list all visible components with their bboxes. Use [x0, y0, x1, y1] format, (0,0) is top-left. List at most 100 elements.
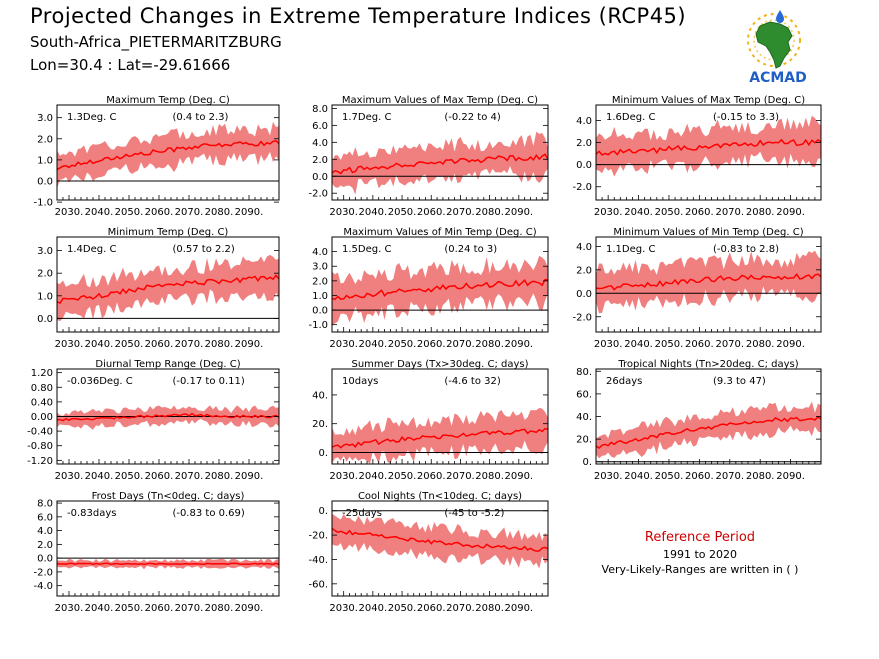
mean-line	[596, 272, 821, 291]
plot-frame	[56, 104, 280, 201]
chart-panel-su: 2030. 2040. 2050. 2060. 2070. 2080. 2090. 0. 20.…	[312, 359, 549, 482]
uncertainty-band	[596, 250, 821, 314]
x-tick-label: 2040.	[359, 339, 388, 350]
x-tick-label: 2080.	[746, 339, 775, 350]
y-tick-label: 0.00	[31, 412, 53, 423]
plot-area	[332, 408, 548, 464]
x-tick-label: 2030.	[55, 603, 84, 614]
chart-title: Cool Nights (Tn<10deg. C; days)	[358, 491, 522, 502]
y-tick-label: 1.0	[37, 291, 53, 302]
y-tick-label: -1.0	[33, 198, 53, 209]
plot-frame	[331, 104, 549, 201]
y-tick-label: 2.0	[312, 276, 328, 287]
x-tick-label: 2070.	[446, 339, 475, 350]
x-tick-label: 2060.	[417, 603, 446, 614]
mean-line	[57, 412, 279, 422]
x-tick-label: 2090.	[776, 207, 805, 218]
chart-title: Frost Days (Tn<0deg. C; days)	[92, 491, 245, 502]
change-value-label: -0.036Deg. C	[67, 376, 133, 387]
x-tick-label: 2090.	[504, 603, 533, 614]
uncertainty-band	[332, 255, 548, 326]
x-tick-label: 2040.	[85, 339, 114, 350]
mean-line	[332, 427, 548, 449]
mean-line	[57, 274, 279, 305]
y-tick-label: -4.0	[33, 581, 53, 592]
africa-map-logo-icon: ACMAD	[747, 10, 807, 86]
y-tick-label: 8.0	[37, 499, 53, 510]
x-tick-label: 2090.	[504, 339, 533, 350]
y-tick-label: 0.	[582, 457, 592, 468]
chart-title: Diurnal Temp Range (Deg. C)	[95, 359, 240, 370]
x-tick-label: 2050.	[388, 339, 417, 350]
plot-area	[57, 557, 279, 570]
chart-title: Maximum Values of Min Temp (Deg. C)	[343, 227, 536, 238]
plot-area	[332, 255, 548, 326]
x-tick-label: 2090.	[776, 471, 805, 482]
plot-frame	[56, 500, 280, 597]
x-tick-label: 2070.	[175, 339, 204, 350]
y-tick-label: 4.0	[576, 116, 592, 127]
uncertainty-band	[332, 131, 548, 195]
chart-panel-fd: 2030. 2040. 2050. 2060. 2070. 2080. 2090. -4.0 -…	[33, 491, 280, 614]
y-tick-label: 40.	[312, 390, 328, 401]
y-tick-label: -2.0	[33, 567, 53, 578]
plot-frame	[595, 104, 822, 201]
change-value-label: -25days	[342, 508, 382, 519]
y-tick-label: 1.0	[312, 291, 328, 302]
y-tick-label: -2.0	[572, 312, 592, 323]
location-name: South-Africa_PIETERMARITZBURG	[30, 33, 282, 51]
x-tick-label: 2080.	[205, 207, 234, 218]
y-tick-label: 0.80	[31, 383, 53, 394]
chart-title: Minimum Values of Max Temp (Deg. C)	[612, 95, 805, 106]
plot-frame	[331, 500, 549, 597]
x-tick-label: 2060.	[417, 339, 446, 350]
x-tick-label: 2060.	[145, 207, 174, 218]
x-tick-label: 2040.	[359, 471, 388, 482]
y-tick-label: 4.0	[576, 242, 592, 253]
plot-area	[596, 401, 821, 463]
plot-area	[332, 510, 548, 569]
change-value-label: 10days	[342, 376, 378, 387]
chart-title: Minimum Temp (Deg. C)	[108, 227, 229, 238]
reference-period-note: Very-Likely-Ranges are written in ( )	[601, 563, 799, 576]
x-tick-label: 2090.	[776, 339, 805, 350]
x-tick-label: 2030.	[329, 603, 358, 614]
uncertainty-band	[596, 115, 821, 177]
y-tick-label: -1.0	[308, 320, 328, 331]
x-tick-label: 2060.	[685, 471, 714, 482]
chart-title: Tropical Nights (Tn>20deg. C; days)	[617, 359, 798, 370]
y-tick-label: 40.	[576, 412, 592, 423]
y-tick-label: 0.0	[37, 177, 53, 188]
y-tick-label: 2.0	[312, 155, 328, 166]
y-tick-label: 3.0	[37, 113, 53, 124]
mean-line	[332, 527, 548, 552]
y-tick-label: 0.	[318, 506, 328, 517]
y-tick-label: 0.	[318, 448, 328, 459]
page-title: Projected Changes in Extreme Temperature…	[30, 4, 687, 28]
change-value-label: 1.5Deg. C	[342, 244, 391, 255]
y-tick-label: -2.0	[572, 182, 592, 193]
y-tick-label: -20.	[308, 531, 328, 542]
uncertainty-band	[332, 408, 548, 464]
chart-title: Summer Days (Tx>30deg. C; days)	[351, 359, 528, 370]
likely-range-label: (0.24 to 3)	[444, 244, 497, 255]
x-tick-label: 2040.	[85, 471, 114, 482]
chart-title: Maximum Values of Max Temp (Deg. C)	[342, 95, 538, 106]
africa-shape	[755, 21, 793, 69]
x-tick-label: 2040.	[624, 339, 653, 350]
uncertainty-band	[596, 401, 821, 459]
x-tick-label: 2080.	[475, 603, 504, 614]
chart-panel-txx: 2030. 2040. 2050. 2060. 2070. 2080. 2090. -2.0 0…	[308, 95, 549, 218]
reference-period-years: 1991 to 2020	[662, 548, 738, 561]
x-tick-label: 2030.	[55, 471, 84, 482]
x-tick-label: 2050.	[388, 603, 417, 614]
x-tick-label: 2080.	[746, 471, 775, 482]
logo-text: ACMAD	[749, 70, 807, 86]
x-tick-label: 2080.	[746, 207, 775, 218]
x-tick-label: 2030.	[55, 207, 84, 218]
x-tick-label: 2070.	[175, 471, 204, 482]
x-tick-label: 2030.	[594, 207, 623, 218]
x-tick-label: 2050.	[655, 471, 684, 482]
y-tick-label: 0.0	[312, 306, 328, 317]
